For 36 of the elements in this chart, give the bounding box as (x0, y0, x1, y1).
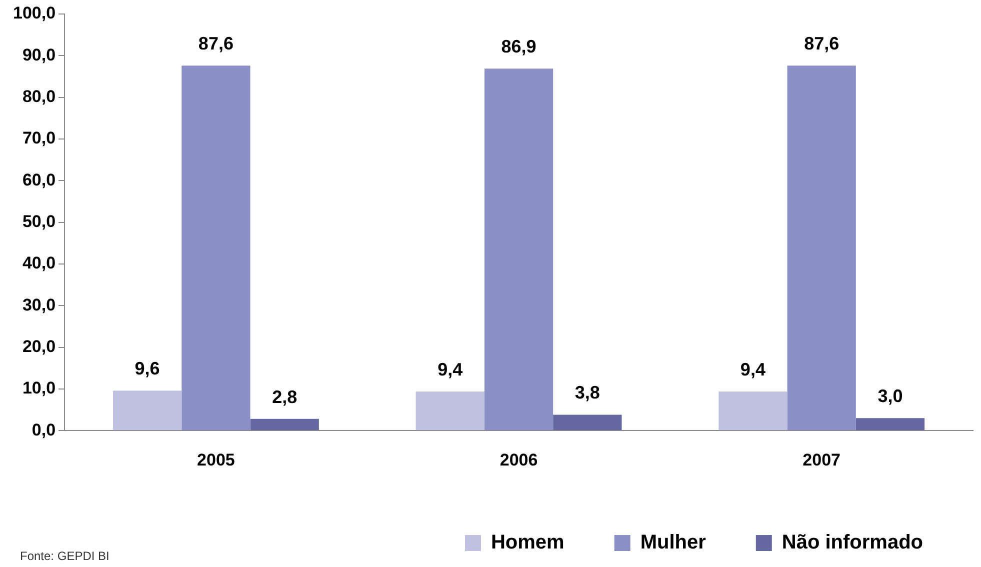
y-tick-label: 20,0 (22, 336, 56, 356)
bar (484, 68, 554, 430)
bar (416, 391, 484, 430)
data-label: 9,4 (740, 359, 766, 380)
legend-label: Mulher (640, 532, 706, 554)
x-tick-label: 2007 (802, 450, 841, 470)
y-tick-label: 0,0 (32, 420, 56, 440)
data-label: 3,8 (574, 382, 600, 403)
data-label: 3,0 (878, 386, 903, 406)
y-tick-label: 60,0 (22, 170, 56, 190)
legend-label: Não informado (782, 532, 924, 554)
y-tick-label: 80,0 (22, 87, 56, 106)
bar (787, 66, 856, 430)
data-label: 87,6 (804, 34, 840, 54)
data-label: 9,4 (438, 359, 463, 380)
y-tick-label: 90,0 (22, 45, 56, 64)
x-tick-label: 2005 (197, 450, 235, 470)
bar (856, 418, 925, 430)
data-label: 87,6 (198, 34, 234, 54)
data-label: 2,8 (272, 386, 298, 407)
y-tick-label: 100,0 (12, 4, 56, 23)
y-tick-label: 70,0 (22, 128, 56, 148)
bar (718, 391, 788, 430)
y-tick-label: 30,0 (22, 295, 56, 314)
y-tick-label: 50,0 (22, 212, 56, 231)
data-label: 9,6 (134, 358, 160, 379)
data-label: 86,9 (501, 36, 536, 57)
bar (182, 66, 250, 430)
x-tick-label: 2006 (500, 450, 538, 470)
y-tick-label: 10,0 (22, 378, 56, 398)
bar (553, 414, 622, 430)
bar (250, 418, 319, 430)
bar (112, 390, 182, 430)
y-tick-label: 40,0 (22, 254, 56, 273)
source-note: Fonte: GEPDI BI (20, 549, 110, 563)
legend-label: Homem (490, 532, 564, 554)
